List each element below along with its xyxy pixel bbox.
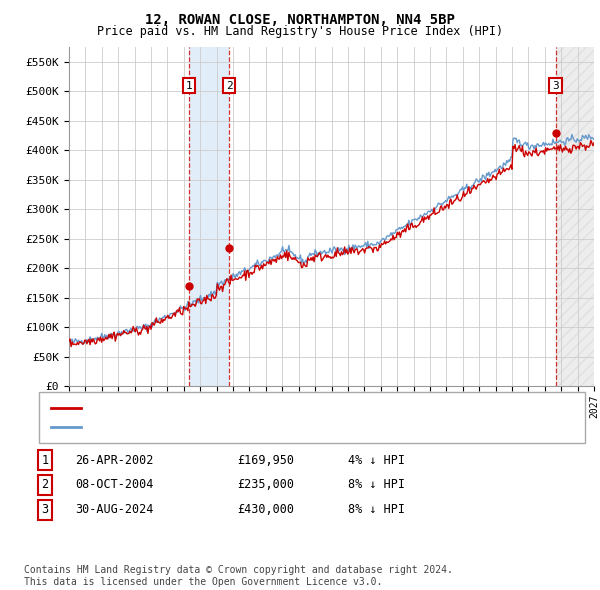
Text: 4% ↓ HPI: 4% ↓ HPI (348, 454, 405, 467)
Text: 3: 3 (41, 503, 49, 516)
Text: £430,000: £430,000 (237, 503, 294, 516)
Text: 2: 2 (226, 81, 233, 90)
Text: 3: 3 (552, 81, 559, 90)
Text: 1: 1 (186, 81, 193, 90)
Bar (556, 47, 594, 386)
Text: HPI: Average price, detached house, West Northamptonshire: HPI: Average price, detached house, West… (90, 422, 475, 432)
Text: 2: 2 (41, 478, 49, 491)
Text: 08-OCT-2004: 08-OCT-2004 (75, 478, 154, 491)
Text: Price paid vs. HM Land Registry's House Price Index (HPI): Price paid vs. HM Land Registry's House … (97, 25, 503, 38)
Bar (189, 47, 229, 386)
Text: 8% ↓ HPI: 8% ↓ HPI (348, 503, 405, 516)
Text: 30-AUG-2024: 30-AUG-2024 (75, 503, 154, 516)
Bar (556, 47, 594, 386)
Text: Contains HM Land Registry data © Crown copyright and database right 2024.
This d: Contains HM Land Registry data © Crown c… (24, 565, 453, 587)
Text: £169,950: £169,950 (237, 454, 294, 467)
Text: £235,000: £235,000 (237, 478, 294, 491)
Text: 12, ROWAN CLOSE, NORTHAMPTON, NN4 5BP (detached house): 12, ROWAN CLOSE, NORTHAMPTON, NN4 5BP (d… (90, 403, 455, 412)
Text: 1: 1 (41, 454, 49, 467)
Text: 8% ↓ HPI: 8% ↓ HPI (348, 478, 405, 491)
Text: 26-APR-2002: 26-APR-2002 (75, 454, 154, 467)
Text: 12, ROWAN CLOSE, NORTHAMPTON, NN4 5BP: 12, ROWAN CLOSE, NORTHAMPTON, NN4 5BP (145, 13, 455, 27)
